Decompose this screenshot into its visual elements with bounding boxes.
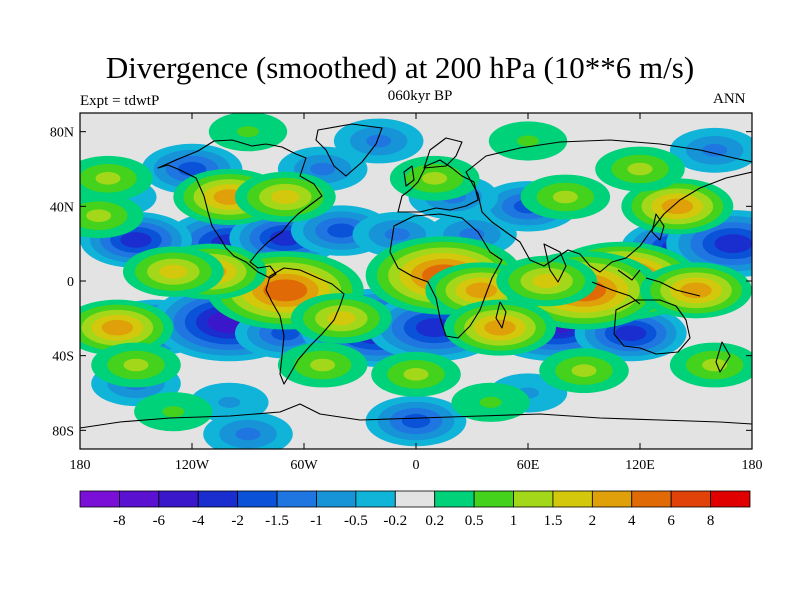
coastline-south-america — [265, 267, 345, 385]
colorbar-label: 0.5 — [465, 513, 484, 529]
divergence-cell — [640, 262, 752, 319]
coastline-japan — [651, 213, 665, 241]
coastline-antarctica — [80, 403, 752, 429]
colorbar-label: 1.5 — [544, 513, 563, 529]
coastline-europe — [397, 159, 479, 213]
divergence-cell — [208, 113, 288, 152]
coastline-new-zealand — [715, 341, 731, 373]
colorbar-swatch — [197, 490, 239, 508]
colorbar-label: -4 — [192, 513, 205, 529]
divergence-field — [80, 113, 752, 449]
x-tick-label: 180 — [70, 458, 91, 473]
coastline-greenland — [315, 123, 383, 177]
colorbar-label: 8 — [707, 513, 715, 529]
x-tick-label: 120E — [625, 458, 655, 473]
divergence-cell — [134, 392, 213, 432]
y-tick-label: 40S — [52, 350, 74, 365]
coastline-india — [543, 243, 567, 283]
colorbar-label: -6 — [153, 513, 166, 529]
colorbar-label: -2 — [231, 513, 244, 529]
colorbar-swatch — [394, 490, 436, 508]
divergence-cell — [520, 174, 611, 220]
divergence-cell — [371, 351, 461, 397]
divergence-cell — [80, 155, 153, 201]
colorbar-label: 6 — [667, 513, 675, 529]
colorbar-label: 4 — [628, 513, 636, 529]
colorbar-label: -0.5 — [344, 513, 368, 529]
divergence-cell — [333, 118, 424, 164]
colorbar-swatch — [158, 490, 199, 508]
y-tick-label: 0 — [67, 275, 74, 290]
colorbar-label: 0.2 — [425, 513, 444, 529]
divergence-cell — [621, 178, 734, 235]
coastline-africa — [389, 213, 503, 339]
colorbar-label: -1.5 — [265, 513, 289, 529]
divergence-cell — [203, 411, 293, 449]
colorbar-label: 1 — [510, 513, 518, 529]
map-axes: 180 120W 60W 0 60E 120E 180 80N 40N 0 40S 80S — [50, 113, 763, 473]
divergence-cell — [91, 342, 181, 388]
y-tick-label: 80N — [50, 126, 74, 141]
colorbar-swatch — [237, 490, 278, 508]
colorbar-swatch — [513, 490, 554, 508]
x-tick-label: 60E — [517, 458, 540, 473]
coastline-north-america — [157, 139, 323, 279]
coastline-australia — [613, 299, 691, 355]
colorbar-swatch — [79, 490, 120, 508]
x-tick-label: 0 — [413, 458, 420, 473]
colorbar-label: -8 — [113, 513, 126, 529]
colorbar-label: -0.2 — [383, 513, 407, 529]
plot-subtitle: 060kyr BP — [387, 88, 453, 104]
colorbar-swatch — [119, 490, 160, 508]
colorbar-swatch — [316, 490, 357, 508]
divergence-cell — [365, 395, 467, 447]
colorbar-swatch — [670, 490, 711, 508]
divergence-cell — [496, 255, 598, 307]
season-label: ANN — [713, 91, 746, 107]
y-tick-label: 40N — [50, 200, 74, 215]
x-tick-label: 180 — [742, 458, 763, 473]
coastline-uk — [403, 165, 415, 187]
coastline-scandinavia — [423, 137, 463, 169]
colorbar-swatch — [552, 490, 593, 508]
divergence-cell — [277, 342, 368, 388]
divergence-cell — [290, 293, 392, 344]
colorbar-label: 2 — [589, 513, 597, 529]
colorbar-swatch — [591, 490, 633, 508]
coastline-asia — [465, 139, 752, 273]
coastline-madagascar — [495, 301, 507, 329]
colorbar-swatch — [276, 490, 317, 508]
divergence-cell — [451, 382, 530, 422]
divergence-cell — [488, 121, 568, 161]
x-tick-label: 60W — [290, 458, 318, 473]
divergence-cell — [122, 246, 224, 297]
divergence-cell — [234, 171, 336, 223]
divergence-cell — [539, 348, 629, 393]
experiment-label: Expt = tdwtP — [80, 93, 160, 109]
colorbar-swatch — [631, 490, 672, 508]
divergence-cell — [669, 342, 752, 388]
colorbar-swatch — [434, 490, 475, 508]
divergence-cell — [669, 127, 752, 173]
x-tick-label: 120W — [175, 458, 210, 473]
divergence-cell — [80, 299, 174, 356]
divergence-cell — [444, 299, 556, 356]
coastlines — [80, 123, 752, 429]
colorbar-label: -1 — [310, 513, 323, 529]
page-title: Divergence (smoothed) at 200 hPa (10**6 … — [105, 50, 695, 85]
divergence-cell — [80, 193, 144, 239]
colorbar: -8 -6 -4 -2 -1.5 -1 -0.5 -0.2 0.2 0.5 1 1.5 2 4 6 8 — [79, 490, 751, 529]
colorbar-swatch — [710, 490, 751, 508]
colorbar-swatch — [355, 490, 396, 508]
y-tick-label: 80S — [52, 424, 74, 439]
divergence-cell — [595, 146, 685, 192]
colorbar-swatch — [473, 490, 514, 508]
